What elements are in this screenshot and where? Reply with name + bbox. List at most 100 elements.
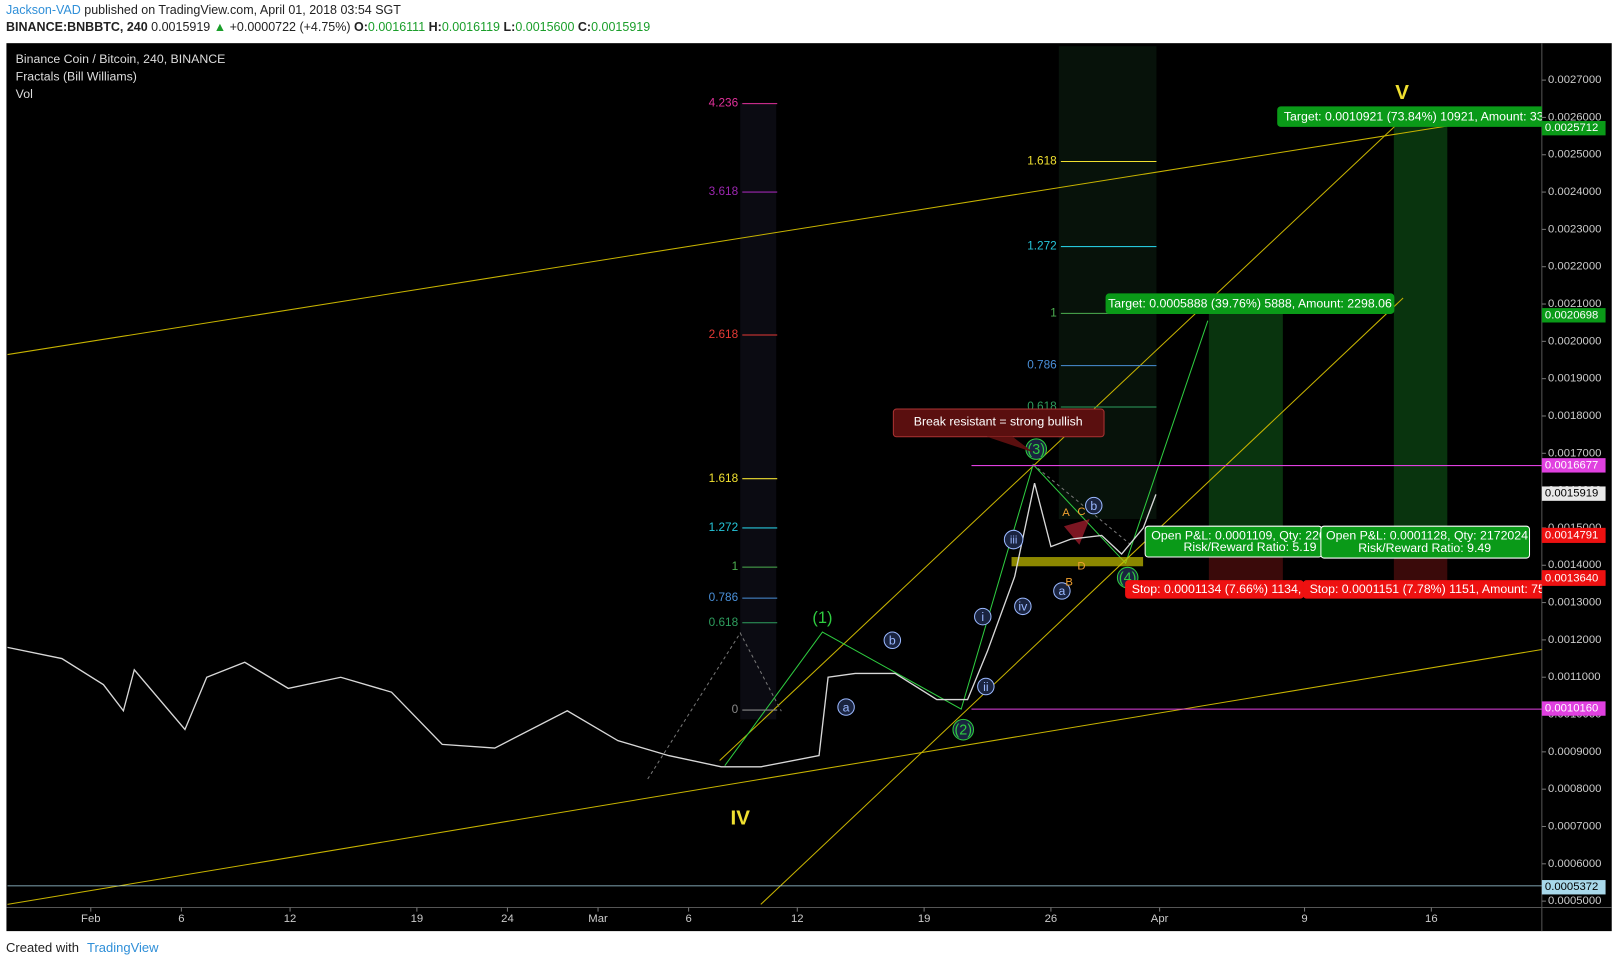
price-tag-label: 0.0013640 — [1545, 573, 1598, 585]
y-tick-label: 0.0005000 — [1548, 895, 1601, 907]
price-tag-label: 0.0010160 — [1545, 703, 1598, 715]
fib-label: 1 — [1050, 305, 1057, 319]
ohlc-value: 0.0016111 — [367, 20, 426, 34]
wave-label: a — [1058, 584, 1065, 598]
y-tick-label: 0.0021000 — [1548, 298, 1601, 310]
x-tick-label: 19 — [918, 913, 931, 925]
channel-line — [760, 297, 1404, 905]
fib-zone — [740, 102, 777, 720]
x-tick-label: 12 — [284, 913, 297, 925]
wave-circle — [1053, 582, 1071, 600]
wave-label: A — [1062, 507, 1070, 519]
y-tick-label: 0.0013000 — [1548, 597, 1601, 609]
price-tag — [1541, 120, 1606, 136]
header: Jackson-VAD published on TradingView.com… — [6, 2, 650, 36]
x-tick-label: 9 — [1301, 913, 1307, 925]
price-tag — [1541, 308, 1606, 323]
wave-circle — [837, 698, 855, 716]
fib-label: 1 — [732, 559, 739, 573]
wave-circle — [1003, 529, 1024, 550]
annotation-text: Risk/Reward Ratio: 9.49 — [1358, 541, 1491, 555]
ohlc-value: 0.0015919 — [591, 20, 651, 34]
legend-indicator: Vol — [16, 87, 33, 101]
wave-circle — [1085, 496, 1103, 515]
long-target-zone — [1208, 310, 1283, 533]
x-tick-label: 16 — [1425, 913, 1438, 925]
fib-label: 3.618 — [709, 184, 739, 198]
fib-label: 0.786 — [709, 590, 739, 604]
ohlc-value: 0.0016119 — [441, 20, 501, 34]
fib-path — [647, 632, 782, 780]
annotation-box — [1105, 293, 1395, 314]
fib-label: 0.618 — [709, 615, 739, 629]
y-tick-label: 0.0027000 — [1548, 74, 1601, 86]
legend-symbol: Binance Coin / Bitcoin, 240, BINANCE — [16, 52, 226, 66]
y-tick-label: 0.0017000 — [1548, 447, 1601, 459]
wave-label: i — [981, 610, 984, 624]
wave-circle — [952, 718, 975, 741]
fib-label: 2.618 — [709, 327, 739, 341]
x-tick-label: 19 — [411, 913, 424, 925]
fib-label: 4.236 — [709, 96, 739, 110]
fib-label: 1.272 — [709, 520, 739, 534]
callout-pointer — [986, 436, 1034, 453]
price-tag — [1541, 701, 1606, 716]
fib-label: 1.618 — [709, 471, 739, 485]
chart-background — [6, 43, 1612, 932]
price-tag — [1541, 458, 1606, 473]
price-tag-label: 0.0015919 — [1545, 488, 1598, 500]
y-tick-label: 0.0007000 — [1548, 820, 1601, 832]
annotation-text: Risk/Reward Ratio: 5.19 — [1184, 540, 1317, 554]
y-tick-label: 0.0006000 — [1548, 858, 1601, 870]
wave-label: C — [1077, 506, 1085, 518]
y-tick-label: 0.0008000 — [1548, 783, 1601, 795]
y-tick-label: 0.0022000 — [1548, 261, 1601, 273]
ohlc-label: C: — [577, 20, 592, 34]
y-tick-label: 0.0026000 — [1548, 111, 1601, 123]
wave-label: ii — [983, 680, 988, 694]
symbol: BINANCE:BNBBTC, 240 — [6, 20, 148, 34]
wave-path — [724, 320, 1209, 766]
annotation-text: Stop: 0.0001151 (7.78%) 1151, Amount: 75… — [1310, 582, 1552, 596]
x-tick-label: Feb — [81, 913, 100, 925]
x-tick-label: 12 — [791, 913, 804, 925]
channel-line — [7, 649, 1542, 905]
long-target-zone — [1393, 121, 1448, 533]
y-tick-label: 0.0023000 — [1548, 223, 1601, 235]
x-tick-label: 24 — [501, 913, 514, 925]
author[interactable]: Jackson-VAD — [6, 3, 81, 17]
price-tag-label: 0.0016677 — [1545, 459, 1598, 471]
plot-area: 4.236 3.618 2.618 1.618 1.272 1 0.786 0.618 0 1.6… — [7, 46, 1552, 905]
price-tag — [1541, 571, 1606, 586]
pattern — [1063, 518, 1090, 545]
fib-zone — [1058, 46, 1157, 519]
wave-label: b — [1090, 499, 1097, 513]
price-tag — [1541, 486, 1606, 501]
wave-label: B — [1065, 577, 1073, 589]
wave-label: a — [843, 700, 850, 714]
annotation-text: Target: 0.0010921 (73.84%) 10921, Amount… — [1284, 109, 1551, 123]
y-tick-label: 0.0019000 — [1548, 373, 1601, 385]
wave-label: IV — [731, 807, 751, 830]
up-arrow: ▲ — [213, 20, 227, 34]
change: +0.0000722 (+4.75%) — [229, 20, 351, 34]
last-price: 0.0015919 — [151, 20, 211, 34]
y-tick-label: 0.0018000 — [1548, 410, 1601, 422]
price-tag — [1541, 528, 1606, 543]
y-tick-label: 0.0020000 — [1548, 335, 1601, 347]
ohlc-label: O: — [354, 20, 368, 34]
fib-label: 0 — [732, 702, 739, 716]
wave-label: (1) — [812, 609, 832, 627]
legend-indicator: Fractals (Bill Williams) — [16, 69, 137, 83]
x-tick-label: Mar — [588, 913, 608, 925]
y-tick-label: 0.0024000 — [1548, 186, 1601, 198]
wave-label: (2) — [954, 723, 972, 739]
brand-link[interactable]: TradingView — [86, 940, 159, 955]
annotation-text: Open P&L: 0.0001128, Qty: 2172024 — [1326, 529, 1528, 543]
wave-label: D — [1077, 560, 1085, 572]
footer: Created with TradingView — [6, 940, 159, 955]
published: published on TradingView.com, April 01, … — [84, 3, 401, 17]
wave-label: iv — [1018, 600, 1028, 614]
price-tag-label: 0.0014791 — [1545, 530, 1598, 542]
